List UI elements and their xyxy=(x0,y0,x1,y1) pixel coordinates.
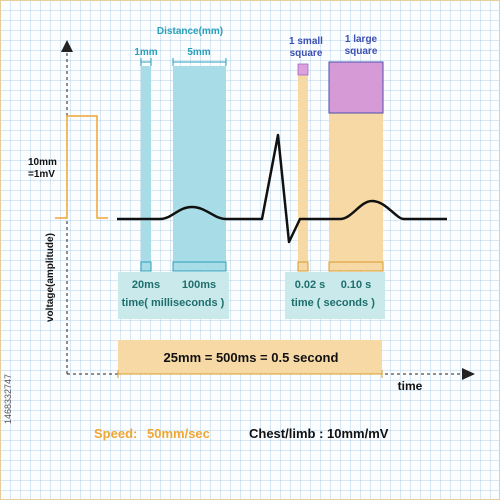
small-square-label-line1: 1 small xyxy=(289,36,323,47)
label-20ms: 20ms xyxy=(132,279,160,291)
marker-010s xyxy=(328,261,384,272)
band-small-square xyxy=(298,75,308,271)
large-square-label-line1: 1 large xyxy=(345,34,378,45)
calibration-label-line2: =1mV xyxy=(28,169,55,180)
x-axis-label: time xyxy=(398,379,423,393)
stock-id: 1468332747 xyxy=(3,374,13,424)
small-square-label-line2: square xyxy=(290,48,323,59)
marker-002s xyxy=(297,261,309,272)
five-mm-label: 5mm xyxy=(187,47,210,58)
s-caption-box xyxy=(285,272,385,319)
label-010s: 0.10 s xyxy=(341,279,372,291)
label-002s: 0.02 s xyxy=(295,279,326,291)
y-axis-label: voltage(amplitude) xyxy=(45,233,56,322)
bracket-5mm xyxy=(172,58,227,66)
speed-label: Speed: xyxy=(94,426,137,441)
chest-limb-label: Chest/limb : 10mm/mV xyxy=(249,426,389,441)
label-100ms: 100ms xyxy=(182,279,216,291)
marker-20ms xyxy=(140,261,152,272)
label-time-s: time ( seconds ) xyxy=(291,297,375,309)
calibration-label-line1: 10mm xyxy=(28,157,57,168)
distance-label: Distance(mm) xyxy=(157,26,223,37)
y-axis-arrow-icon xyxy=(61,40,73,52)
equation-bracket xyxy=(117,370,383,378)
speed-value: 50mm/sec xyxy=(147,426,210,441)
band-large-square xyxy=(329,113,383,271)
ms-caption-box xyxy=(118,272,229,319)
marker-100ms xyxy=(172,261,227,272)
one-mm-label: 1mm xyxy=(134,47,157,58)
calibration-pulse xyxy=(55,115,108,219)
band-1mm xyxy=(141,66,151,271)
label-time-ms: time( milliseconds ) xyxy=(122,297,225,309)
small-square-box xyxy=(297,63,309,76)
bracket-1mm xyxy=(140,58,152,66)
equation-box xyxy=(118,340,382,374)
large-square-label-line2: square xyxy=(345,46,378,57)
large-square-box xyxy=(328,61,384,114)
ecg-trace xyxy=(117,133,447,244)
band-5mm xyxy=(173,66,226,271)
x-axis-arrow-icon xyxy=(462,368,475,380)
equation-label: 25mm = 500ms = 0.5 second xyxy=(164,350,339,365)
